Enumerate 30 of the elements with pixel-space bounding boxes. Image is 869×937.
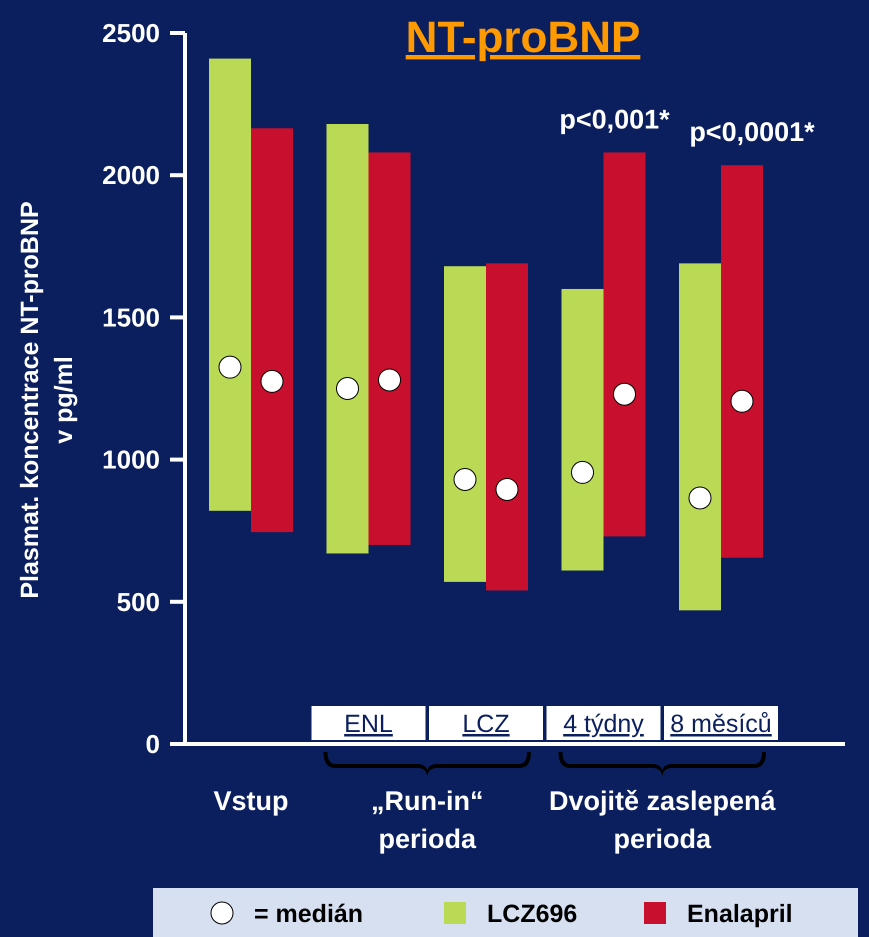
y-tick-label: 0 [146, 729, 160, 759]
x-tick-label: 8 měsíců [670, 710, 772, 738]
bar [486, 263, 528, 590]
bar [679, 263, 721, 610]
bar [368, 152, 410, 545]
text: „Run-in“ perioda [371, 786, 484, 854]
annotation: p<0,001* [559, 104, 670, 134]
legend-label: = medián [254, 900, 364, 928]
bar [604, 152, 646, 536]
x-tick-label: 4 týdny [563, 710, 644, 738]
y-tick-label: 1000 [102, 444, 160, 475]
y-tick-label: 1500 [102, 302, 160, 332]
y-axis-title: Plasmat. koncentrace NT-proBNP v pg/ml [16, 201, 78, 599]
bar [444, 266, 486, 582]
x-tick-label: ENL [344, 710, 393, 738]
y-tick-label: 2000 [102, 160, 160, 190]
x-tick-label: Vstup [213, 786, 289, 816]
legend-label: Enalapril [687, 900, 793, 928]
y-tick-label: 500 [116, 586, 160, 617]
legend-label: LCZ696 [487, 900, 578, 928]
chart-title: NT-proBNP [406, 13, 640, 62]
x-tick-label: LCZ [462, 710, 510, 738]
text: Dvojitě zaslepená perioda [548, 786, 777, 854]
y-tick-label: 2500 [102, 18, 160, 48]
annotation: p<0,0001* [689, 117, 816, 148]
bar [562, 288, 604, 571]
bar [251, 128, 293, 532]
bar [326, 124, 368, 554]
bar [721, 165, 763, 558]
bar [209, 58, 251, 511]
